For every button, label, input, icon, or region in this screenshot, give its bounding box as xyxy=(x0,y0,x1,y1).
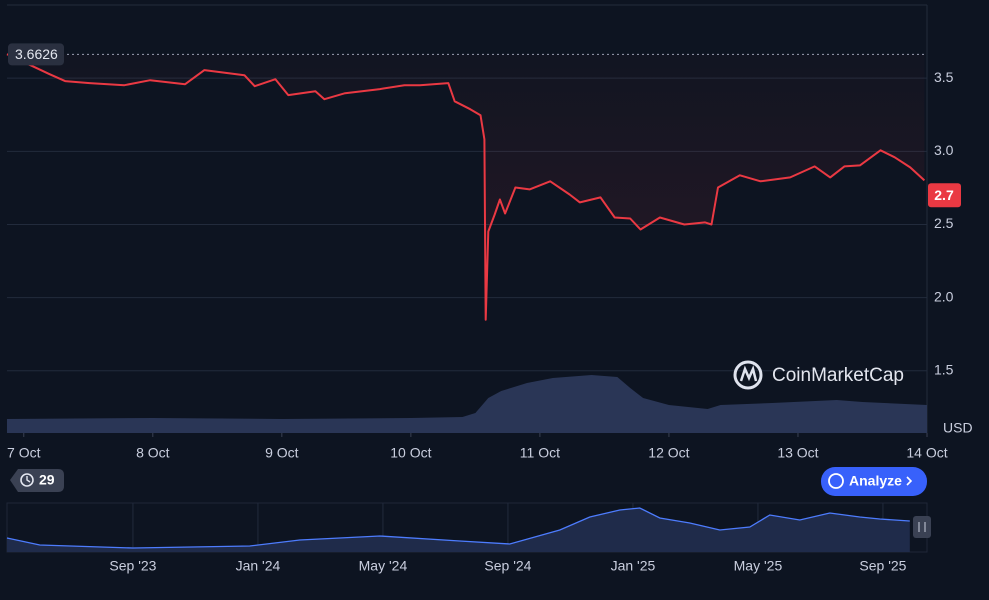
analyze-text: Analyze xyxy=(849,473,902,489)
navigator-tick-label: May '24 xyxy=(359,558,408,574)
x-tick-label: 9 Oct xyxy=(265,445,299,461)
history-badge[interactable]: 29 xyxy=(10,469,64,492)
navigator-tick-label: Sep '24 xyxy=(484,558,531,574)
last-price-box xyxy=(928,183,961,208)
price-shade xyxy=(7,54,925,320)
navigator-tick-label: May '25 xyxy=(734,558,783,574)
navigator-line xyxy=(6,507,910,549)
y-tick-label: 3.0 xyxy=(934,142,954,158)
price-line xyxy=(6,53,926,321)
x-tick-label: 12 Oct xyxy=(648,445,689,461)
watermark: CoinMarketCap xyxy=(733,360,904,390)
history-badge-text: 29 xyxy=(39,472,55,488)
y-tick-label: 3.5 xyxy=(934,69,954,85)
navigator-tick-label: Sep '25 xyxy=(859,558,906,574)
navigator-tick-label: Sep '23 xyxy=(109,558,156,574)
x-tick-label: 10 Oct xyxy=(390,445,431,461)
analyze-button[interactable]: Analyze xyxy=(821,467,927,496)
x-tick-label: 8 Oct xyxy=(136,445,170,461)
y-tick-label: 2.0 xyxy=(934,288,954,304)
navigator-tick-label: Jan '25 xyxy=(611,558,656,574)
x-tick-label: 13 Oct xyxy=(777,445,818,461)
x-tick-label: 7 Oct xyxy=(7,445,41,461)
last-price-label: 2.7 xyxy=(934,187,954,203)
volume-area xyxy=(7,375,927,433)
x-tick-label: 14 Oct xyxy=(906,445,947,461)
reference-label-box xyxy=(8,43,64,66)
watermark-text: CoinMarketCap xyxy=(772,365,904,386)
navigator-area xyxy=(7,508,910,552)
navigator-handle[interactable] xyxy=(913,516,931,538)
y-tick-label: 1.5 xyxy=(934,362,954,378)
x-tick-label: 11 Oct xyxy=(520,445,560,461)
y-tick-label: 2.5 xyxy=(934,215,954,231)
currency-label: USD xyxy=(943,420,973,436)
navigator-tick-label: Jan '24 xyxy=(236,558,281,574)
reference-label: 3.6626 xyxy=(15,46,58,62)
